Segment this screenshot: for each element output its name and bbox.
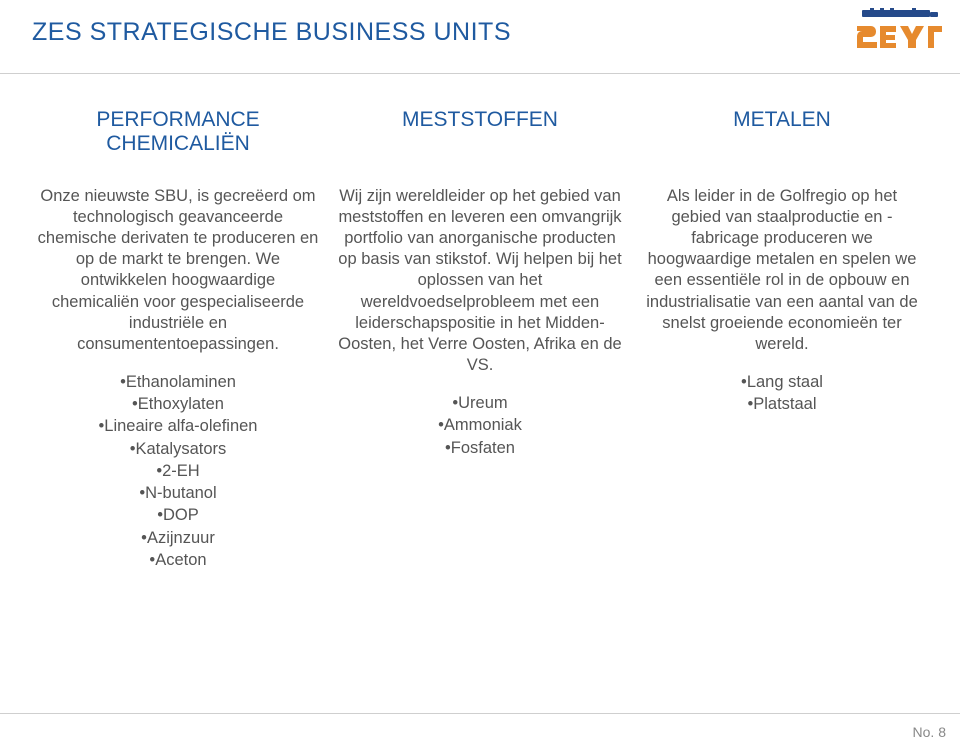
list-item: •Fosfaten bbox=[338, 437, 622, 459]
column-paragraph: Onze nieuwste SBU, is gecreëerd om techn… bbox=[36, 186, 320, 355]
list-item-label: 2-EH bbox=[162, 462, 200, 480]
list-item: •Katalysators bbox=[36, 438, 320, 460]
list-item-label: Platstaal bbox=[753, 395, 816, 413]
slide-page: ZES STRATEGISCHE BUSINESS UNITS PERFORMA… bbox=[0, 0, 960, 748]
list-item: •Ureum bbox=[338, 392, 622, 414]
list-item-label: Ammoniak bbox=[444, 416, 522, 434]
list-item-label: N-butanol bbox=[145, 484, 217, 502]
list-item: •Ethoxylaten bbox=[36, 393, 320, 415]
list-item-label: Lang staal bbox=[747, 373, 823, 391]
list-item: •Aceton bbox=[36, 549, 320, 571]
column-header: MESTSTOFFEN bbox=[338, 108, 622, 162]
list-item: •Lang staal bbox=[640, 371, 924, 393]
column-item-list: •Lang staal •Platstaal bbox=[640, 371, 924, 416]
list-item-label: Katalysators bbox=[135, 440, 226, 458]
top-divider bbox=[0, 73, 960, 74]
list-item-label: Lineaire alfa-olefinen bbox=[104, 417, 257, 435]
column-item-list: •Ureum •Ammoniak •Fosfaten bbox=[338, 392, 622, 459]
column-body: Wij zijn wereldleider op het gebied van … bbox=[338, 186, 622, 459]
list-item: •Ammoniak bbox=[338, 414, 622, 436]
page-number: No. 8 bbox=[913, 724, 946, 740]
list-item-label: Ethanolaminen bbox=[126, 373, 236, 391]
page-title: ZES STRATEGISCHE BUSINESS UNITS bbox=[32, 18, 930, 47]
column-header-line1: MESTSTOFFEN bbox=[402, 108, 558, 132]
list-item-label: Azijnzuur bbox=[147, 529, 215, 547]
list-item-label: Fosfaten bbox=[451, 439, 515, 457]
list-item: •Ethanolaminen bbox=[36, 371, 320, 393]
list-item-label: Ethoxylaten bbox=[138, 395, 224, 413]
column-item-list: •Ethanolaminen •Ethoxylaten •Lineaire al… bbox=[36, 371, 320, 571]
column-paragraph: Wij zijn wereldleider op het gebied van … bbox=[338, 186, 622, 376]
list-item-label: Ureum bbox=[458, 394, 508, 412]
column-header-line1: PERFORMANCE bbox=[96, 108, 259, 132]
list-item: •N-butanol bbox=[36, 482, 320, 504]
column-header: METALEN bbox=[640, 108, 924, 162]
column-metalen: METALEN Als leider in de Golfregio op he… bbox=[640, 108, 924, 571]
title-wrap: ZES STRATEGISCHE BUSINESS UNITS bbox=[30, 18, 930, 47]
column-meststoffen: MESTSTOFFEN Wij zijn wereldleider op het… bbox=[338, 108, 622, 571]
column-header: PERFORMANCE CHEMICALIËN bbox=[36, 108, 320, 162]
columns-container: PERFORMANCE CHEMICALIËN Onze nieuwste SB… bbox=[30, 108, 930, 571]
column-header-line1: METALEN bbox=[733, 108, 831, 132]
bottom-divider bbox=[0, 713, 960, 714]
sabic-logo bbox=[852, 8, 948, 65]
column-body: Als leider in de Golfregio op het gebied… bbox=[640, 186, 924, 415]
list-item-label: Aceton bbox=[155, 551, 206, 569]
list-item: •Platstaal bbox=[640, 393, 924, 415]
column-paragraph: Als leider in de Golfregio op het gebied… bbox=[640, 186, 924, 355]
column-performance-chemicalien: PERFORMANCE CHEMICALIËN Onze nieuwste SB… bbox=[36, 108, 320, 571]
column-body: Onze nieuwste SBU, is gecreëerd om techn… bbox=[36, 186, 320, 571]
list-item: •2-EH bbox=[36, 460, 320, 482]
list-item-label: DOP bbox=[163, 506, 199, 524]
list-item: •Azijnzuur bbox=[36, 527, 320, 549]
list-item: •Lineaire alfa-olefinen bbox=[36, 415, 320, 437]
column-header-line2: CHEMICALIËN bbox=[106, 132, 250, 156]
list-item: •DOP bbox=[36, 504, 320, 526]
